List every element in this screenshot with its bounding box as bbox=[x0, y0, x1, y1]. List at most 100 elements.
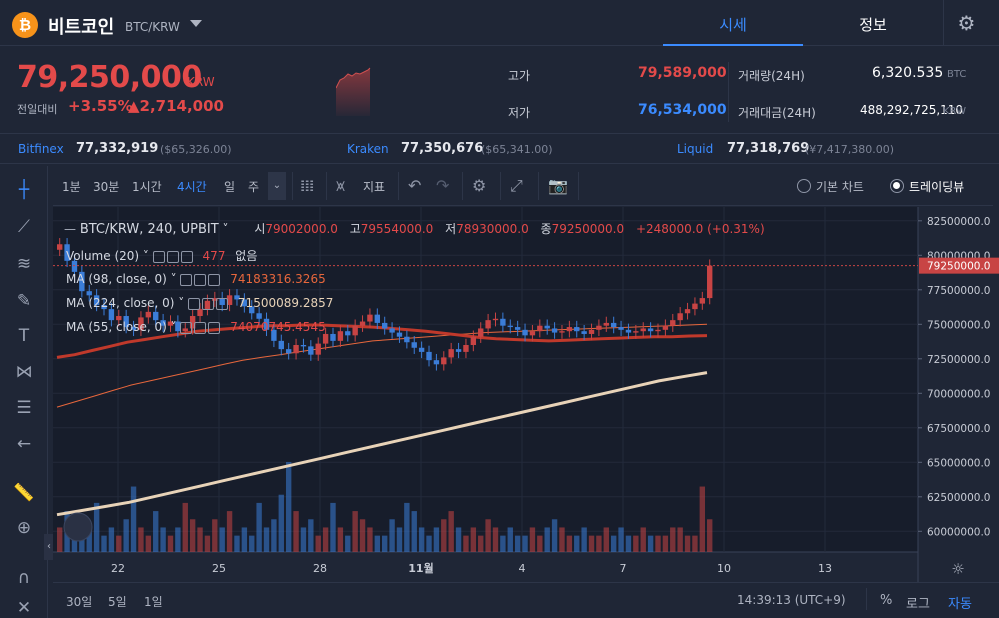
interval-30m[interactable]: 30분 bbox=[93, 180, 120, 194]
candle-body bbox=[529, 331, 536, 336]
settings-icon[interactable]: ⚙ bbox=[472, 176, 487, 195]
high-value: 79554000.0 bbox=[360, 222, 434, 236]
range-30d[interactable]: 30일 bbox=[66, 595, 93, 609]
range-5d[interactable]: 5일 bbox=[108, 595, 127, 609]
y-tick-label: 80000000.0 bbox=[927, 250, 990, 262]
gear-icon[interactable]: ⚙ bbox=[943, 0, 989, 46]
text-icon[interactable]: T bbox=[18, 326, 30, 346]
range-1d[interactable]: 1일 bbox=[144, 595, 163, 609]
volume-unit: BTC bbox=[947, 69, 967, 80]
brush-icon[interactable]: ✎ bbox=[16, 291, 32, 311]
basic-chart-label[interactable]: 기본 차트 bbox=[816, 180, 864, 194]
volume-bar bbox=[507, 527, 513, 552]
pattern-icon[interactable]: ⋈ bbox=[15, 362, 33, 382]
collapse-toolbar-icon[interactable]: ‹ bbox=[44, 534, 54, 560]
y-tick-label: 72500000.0 bbox=[927, 354, 990, 366]
candle-body bbox=[315, 343, 321, 355]
volume-bar bbox=[108, 527, 115, 552]
trading-view-radio[interactable] bbox=[890, 179, 904, 193]
camera-icon[interactable]: 📷 bbox=[548, 176, 568, 195]
eye-icon[interactable] bbox=[180, 273, 193, 286]
back-arrow-icon[interactable]: ← bbox=[16, 434, 32, 454]
candle-body bbox=[293, 345, 299, 354]
settings-icon[interactable] bbox=[194, 273, 207, 286]
x-tick-label: 28 bbox=[313, 562, 327, 575]
eye-icon[interactable] bbox=[180, 321, 193, 334]
exchange-name[interactable]: Kraken bbox=[347, 142, 389, 156]
interval-week[interactable]: 주 bbox=[248, 180, 260, 194]
interval-1m[interactable]: 1분 bbox=[62, 180, 81, 194]
interval-4h[interactable]: 4시간 bbox=[177, 180, 207, 194]
y-tick-label: 70000000.0 bbox=[927, 388, 990, 400]
candle-type-icon[interactable]: 𝍖 bbox=[300, 176, 315, 195]
trend-line-icon[interactable]: ⟋ bbox=[18, 217, 30, 237]
volume-bar bbox=[581, 527, 587, 552]
fib-icon[interactable]: ≋ bbox=[16, 254, 32, 274]
collapse-legend-icon[interactable]: — bbox=[64, 222, 80, 236]
undo-icon[interactable]: ↶ bbox=[408, 176, 422, 195]
indicator-name[interactable]: Volume (20) bbox=[66, 249, 140, 263]
redo-icon[interactable]: ↷ bbox=[436, 176, 450, 195]
price-chart[interactable]: 82500000.0 80000000.0 77500000.0 75000000.0… bbox=[53, 207, 999, 582]
prediction-icon[interactable]: ☰ bbox=[16, 398, 32, 418]
candle-body bbox=[655, 329, 661, 332]
settings-icon[interactable] bbox=[166, 250, 179, 263]
lock-icon[interactable]: ✕ bbox=[16, 598, 32, 618]
zoom-in-icon[interactable]: ⊕ bbox=[16, 518, 32, 538]
eye-icon[interactable] bbox=[152, 250, 165, 263]
coin-pair[interactable]: BTC/KRW bbox=[125, 20, 180, 34]
ma-line bbox=[56, 323, 708, 359]
candle-body bbox=[285, 349, 292, 354]
y-tick-label: 77500000.0 bbox=[927, 285, 990, 297]
interval-day[interactable]: 일 bbox=[224, 180, 236, 194]
candle-body bbox=[396, 332, 403, 337]
volume-bar bbox=[352, 511, 358, 552]
coin-name[interactable]: 비트코인 bbox=[48, 17, 115, 38]
exchange-name[interactable]: Liquid bbox=[677, 142, 714, 156]
volume-bar bbox=[441, 519, 447, 552]
volume-bar bbox=[692, 535, 698, 552]
close-icon[interactable] bbox=[208, 273, 221, 286]
close-icon[interactable] bbox=[180, 250, 193, 263]
trading-view-label[interactable]: 트레이딩뷰 bbox=[909, 180, 965, 194]
close-icon[interactable] bbox=[208, 321, 221, 334]
indicator-name[interactable]: MA (224, close, 0) bbox=[66, 296, 175, 310]
ruler-icon[interactable]: 📏 bbox=[13, 483, 35, 503]
chevron-down-icon[interactable] bbox=[190, 20, 202, 27]
tab-info[interactable]: 정보 bbox=[859, 16, 887, 34]
candle-body bbox=[256, 313, 262, 319]
interval-1h[interactable]: 1시간 bbox=[132, 180, 162, 194]
magnet-icon[interactable]: ∩ bbox=[17, 568, 31, 588]
chevron-down-icon[interactable]: ˅ bbox=[218, 222, 229, 236]
interval-dropdown-icon[interactable]: ⌄ bbox=[268, 172, 286, 200]
indicator-icon[interactable]: ⩙ bbox=[336, 176, 346, 195]
percent-toggle[interactable]: % bbox=[880, 593, 893, 608]
settings-icon[interactable] bbox=[194, 321, 207, 334]
candle-body bbox=[330, 333, 336, 341]
candle-body bbox=[618, 327, 624, 330]
volume-bar bbox=[138, 527, 144, 552]
volume-bar bbox=[418, 527, 425, 552]
candle-body bbox=[640, 328, 646, 332]
crosshair-icon[interactable]: ┼ bbox=[18, 180, 30, 200]
indicator-name[interactable]: MA (55, close, 0) bbox=[66, 320, 167, 334]
settings-icon[interactable] bbox=[202, 297, 215, 310]
indicator-button[interactable]: 지표 bbox=[363, 180, 386, 194]
volume-bar bbox=[670, 527, 676, 552]
candle-body bbox=[345, 331, 351, 336]
divider bbox=[292, 172, 293, 200]
indicator-name[interactable]: MA (98, close, 0) bbox=[66, 272, 167, 286]
basic-chart-radio[interactable] bbox=[797, 179, 811, 193]
eye-icon[interactable] bbox=[188, 297, 201, 310]
log-toggle[interactable]: 로그 bbox=[906, 597, 930, 612]
indicator-value: 477 bbox=[202, 249, 226, 263]
auto-toggle[interactable]: 자동 bbox=[948, 597, 972, 612]
exchange-usd: ($65,341.00) bbox=[481, 143, 553, 156]
tab-quote[interactable]: 시세 bbox=[663, 14, 803, 46]
volume-bar bbox=[212, 519, 218, 552]
fullscreen-icon[interactable]: ⤢ bbox=[510, 176, 523, 195]
symbol-info[interactable]: BTC/KRW, 240, UPBIT bbox=[79, 222, 219, 237]
exchange-name[interactable]: Bitfinex bbox=[18, 142, 64, 156]
close-icon[interactable] bbox=[216, 297, 229, 310]
indicator-ma55: MA (55, close, 0) ˅ 74070745.4545 bbox=[66, 320, 326, 334]
